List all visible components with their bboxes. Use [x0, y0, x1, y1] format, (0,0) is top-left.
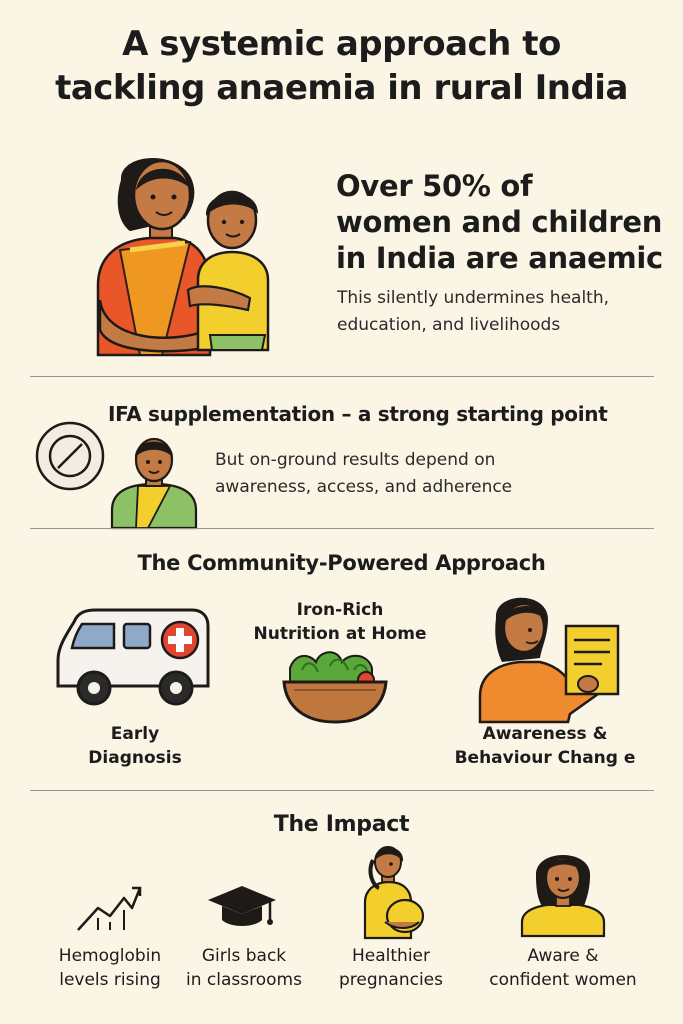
- rising-graph-icon: [77, 886, 142, 931]
- ifa-body-line-1: But on-ground results depend on: [215, 450, 496, 470]
- hero-headline: Over 50% of women and children in India …: [336, 168, 666, 276]
- impact-label-1: Hemoglobin levels rising: [40, 944, 180, 992]
- impact-label-2-line-2: in classrooms: [186, 970, 302, 990]
- approach-label-1-line-1: Early: [110, 724, 160, 744]
- graduation-cap-icon: [208, 886, 276, 926]
- impact-label-2-line-1: Girls back: [201, 946, 287, 966]
- title-line-2: tackling anaemia in rural India: [55, 68, 628, 108]
- ifa-body-line-2: awareness, access, and adherence: [215, 477, 513, 497]
- ifa-title: IFA supplementation – a strong starting …: [108, 402, 608, 426]
- impact-label-4: Aware & confident women: [468, 944, 658, 992]
- hero-subtext-line-2: education, and livelihoods: [337, 315, 561, 335]
- pregnant-woman-icon: [363, 846, 425, 940]
- impact-label-1-line-2: levels rising: [59, 970, 161, 990]
- tablet-pill-icon: [35, 421, 105, 491]
- woman-green-saree-icon: [110, 437, 198, 530]
- woman-with-document-icon: [478, 597, 620, 724]
- approach-label-3-line-1: Awareness &: [482, 724, 608, 744]
- approach-label-1: Early Diagnosis: [50, 722, 220, 770]
- salad-bowl-icon: [282, 651, 388, 724]
- impact-label-3: Healthier pregnancies: [326, 944, 456, 992]
- approach-label-3-line-2: Behaviour Chang e: [454, 748, 636, 768]
- approach-label-2: Iron-Rich Nutrition at Home: [230, 598, 450, 646]
- impact-label-2: Girls back in classrooms: [176, 944, 312, 992]
- approach-label-3: Awareness & Behaviour Chang e: [430, 722, 660, 770]
- hero-subtext-line-1: This silently undermines health,: [337, 288, 610, 308]
- impact-label-1-line-1: Hemoglobin: [58, 946, 162, 966]
- title-line-1: A systemic approach to: [122, 24, 561, 64]
- divider-2: [30, 528, 654, 529]
- hero-headline-line-2: women and children: [336, 205, 663, 239]
- page-title: A systemic approach to tackling anaemia …: [0, 22, 683, 110]
- hero-headline-line-3: in India are anaemic: [336, 241, 663, 275]
- ifa-body: But on-ground results depend on awarenes…: [215, 447, 655, 501]
- approach-label-2-line-2: Nutrition at Home: [253, 624, 427, 644]
- woman-portrait-icon: [520, 855, 606, 938]
- impact-label-3-line-1: Healthier: [352, 946, 430, 966]
- hero-subtext: This silently undermines health, educati…: [337, 285, 667, 339]
- impact-label-3-line-2: pregnancies: [338, 970, 443, 990]
- hero-headline-line-1: Over 50% of: [336, 169, 533, 203]
- divider-1: [30, 376, 654, 377]
- mother-child-illustration: [96, 158, 270, 357]
- ambulance-icon: [56, 608, 210, 706]
- approach-label-1-line-2: Diagnosis: [88, 748, 182, 768]
- approach-label-2-line-1: Iron-Rich: [296, 600, 384, 620]
- impact-title: The Impact: [273, 812, 410, 837]
- impact-label-4-line-1: Aware &: [527, 946, 599, 966]
- impact-label-4-line-2: confident women: [489, 970, 637, 990]
- divider-3: [30, 790, 654, 791]
- approach-title: The Community-Powered Approach: [137, 551, 546, 575]
